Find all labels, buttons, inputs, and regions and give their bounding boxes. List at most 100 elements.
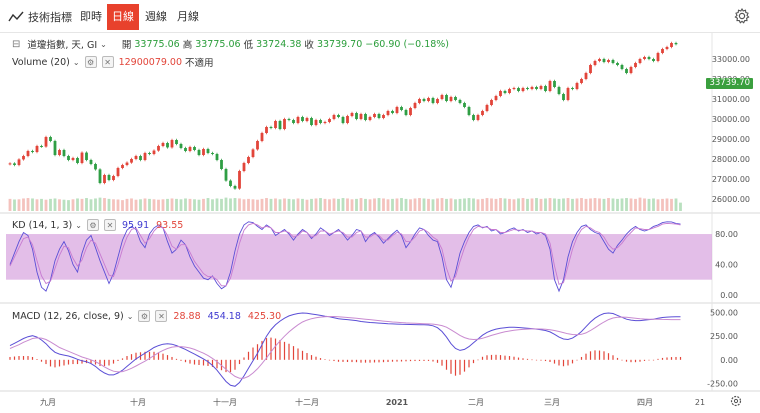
candle <box>31 151 34 152</box>
volume-bar <box>436 198 439 211</box>
macd-hist-bar <box>513 356 515 360</box>
volume-bar <box>220 198 223 211</box>
tab-monthly[interactable]: 月線 <box>177 10 199 23</box>
settings-icon[interactable]: ⚙ <box>86 219 99 231</box>
macd-hist-bar <box>58 359 61 367</box>
macd-hist-bar <box>531 359 533 361</box>
d-line <box>9 222 681 287</box>
settings-icon[interactable]: ⚙ <box>84 56 97 68</box>
macd-line <box>9 312 681 387</box>
volume-bar <box>472 198 475 211</box>
indicator-button[interactable]: 技術指標 <box>8 7 72 27</box>
volume-bar <box>121 200 124 211</box>
candle <box>548 81 552 91</box>
volume-bar <box>283 198 286 211</box>
chevron-down-icon[interactable]: ⌄ <box>100 39 107 49</box>
axis-gear-icon[interactable] <box>730 395 742 407</box>
candle <box>22 156 25 160</box>
candle <box>170 140 174 148</box>
macd-hist-bar <box>351 359 353 363</box>
macd-hist-bar <box>279 339 281 360</box>
candle <box>283 119 286 129</box>
chart-area[interactable]: 26000.00 27000.00 28000.00 29000.00 30000.00… <box>0 33 760 413</box>
volume-bar <box>94 198 97 211</box>
macd-hist-bar <box>400 359 403 362</box>
macd-hist-bar <box>540 359 542 361</box>
candle <box>157 146 160 151</box>
volume-bar <box>476 199 480 211</box>
macd-hist-bar <box>445 359 448 370</box>
macd-hist-bar <box>607 353 610 360</box>
volume-legend: Volume (20) ⌄ ⚙ ✕ 12900079.00 不適用 <box>12 55 214 69</box>
macd-hist-bar <box>639 359 641 362</box>
close-icon[interactable]: ✕ <box>101 56 114 68</box>
volume-bar <box>575 198 579 211</box>
candle <box>454 97 457 100</box>
volume-bar <box>247 198 250 211</box>
settings-icon[interactable]: ⚙ <box>138 310 151 322</box>
chevron-down-icon[interactable]: ⌄ <box>75 220 82 230</box>
candle <box>427 98 430 101</box>
volume-bar <box>634 198 637 211</box>
macd-value: 454.18 <box>207 310 241 322</box>
volume-bar <box>314 198 318 211</box>
volume-bar <box>535 198 538 211</box>
candle <box>319 120 322 123</box>
volume-bar <box>184 198 187 211</box>
candle <box>481 111 484 115</box>
volume-bar <box>305 199 309 211</box>
macd-hist-bar <box>207 359 209 366</box>
collapse-icon[interactable]: ⊟ <box>12 38 21 50</box>
candle <box>436 99 439 103</box>
close-icon[interactable]: ✕ <box>155 310 168 322</box>
candle <box>512 88 516 89</box>
gear-icon[interactable] <box>734 8 750 24</box>
volume-bar <box>26 198 30 211</box>
close-label: 收 <box>304 40 314 51</box>
macd-hist-bar <box>387 359 389 362</box>
price-tick-label: 28000.00 <box>712 155 750 164</box>
candle <box>224 169 228 181</box>
candle <box>521 88 525 91</box>
volume-bar <box>13 199 16 211</box>
tab-realtime[interactable]: 即時 <box>80 10 102 23</box>
volume-bar <box>233 198 237 211</box>
kd-label: KD (14, 1, 3) <box>12 219 73 231</box>
macd-hist-bar <box>72 359 74 365</box>
volume-bar <box>35 199 39 211</box>
tab-daily[interactable]: 日線 <box>107 4 139 30</box>
chevron-down-icon[interactable]: ⌄ <box>126 311 134 321</box>
chart-canvas[interactable]: 26000.00 27000.00 28000.00 29000.00 30000.00… <box>0 33 760 413</box>
macd-hist-bar <box>643 359 646 361</box>
macd-hist-bar <box>234 359 236 370</box>
macd-hist-bar <box>36 359 38 360</box>
volume-bar <box>395 198 399 211</box>
candle <box>584 73 588 79</box>
volume-bar <box>292 199 295 211</box>
tab-weekly[interactable]: 週線 <box>145 10 167 23</box>
volume-bar <box>98 197 102 211</box>
kd-legend: KD (14, 1, 3) ⌄ ⚙ ✕ 95.91 93.55 <box>12 218 183 232</box>
open-value: 33775.06 <box>134 38 180 50</box>
chevron-down-icon[interactable]: ⌄ <box>72 57 80 67</box>
volume-bar <box>175 198 178 211</box>
candle <box>269 127 273 128</box>
macd-hist-bar <box>243 357 245 360</box>
indicator-icon <box>8 11 24 22</box>
close-icon[interactable]: ✕ <box>103 219 116 231</box>
volume-bar <box>656 199 660 211</box>
candle <box>337 115 340 117</box>
candle <box>661 49 664 53</box>
candle <box>184 148 187 151</box>
candle <box>116 168 120 176</box>
volume-bar <box>80 198 84 211</box>
macd-hist-bar <box>522 358 524 360</box>
volume-bar <box>553 198 556 211</box>
volume-bar <box>40 198 43 211</box>
volume-bar <box>44 199 48 211</box>
macd-hist-bar <box>508 356 511 360</box>
volume-bar <box>602 198 606 211</box>
macd-hist-bar <box>63 359 65 366</box>
candle <box>175 140 178 144</box>
macd-hist-bar <box>481 356 484 360</box>
